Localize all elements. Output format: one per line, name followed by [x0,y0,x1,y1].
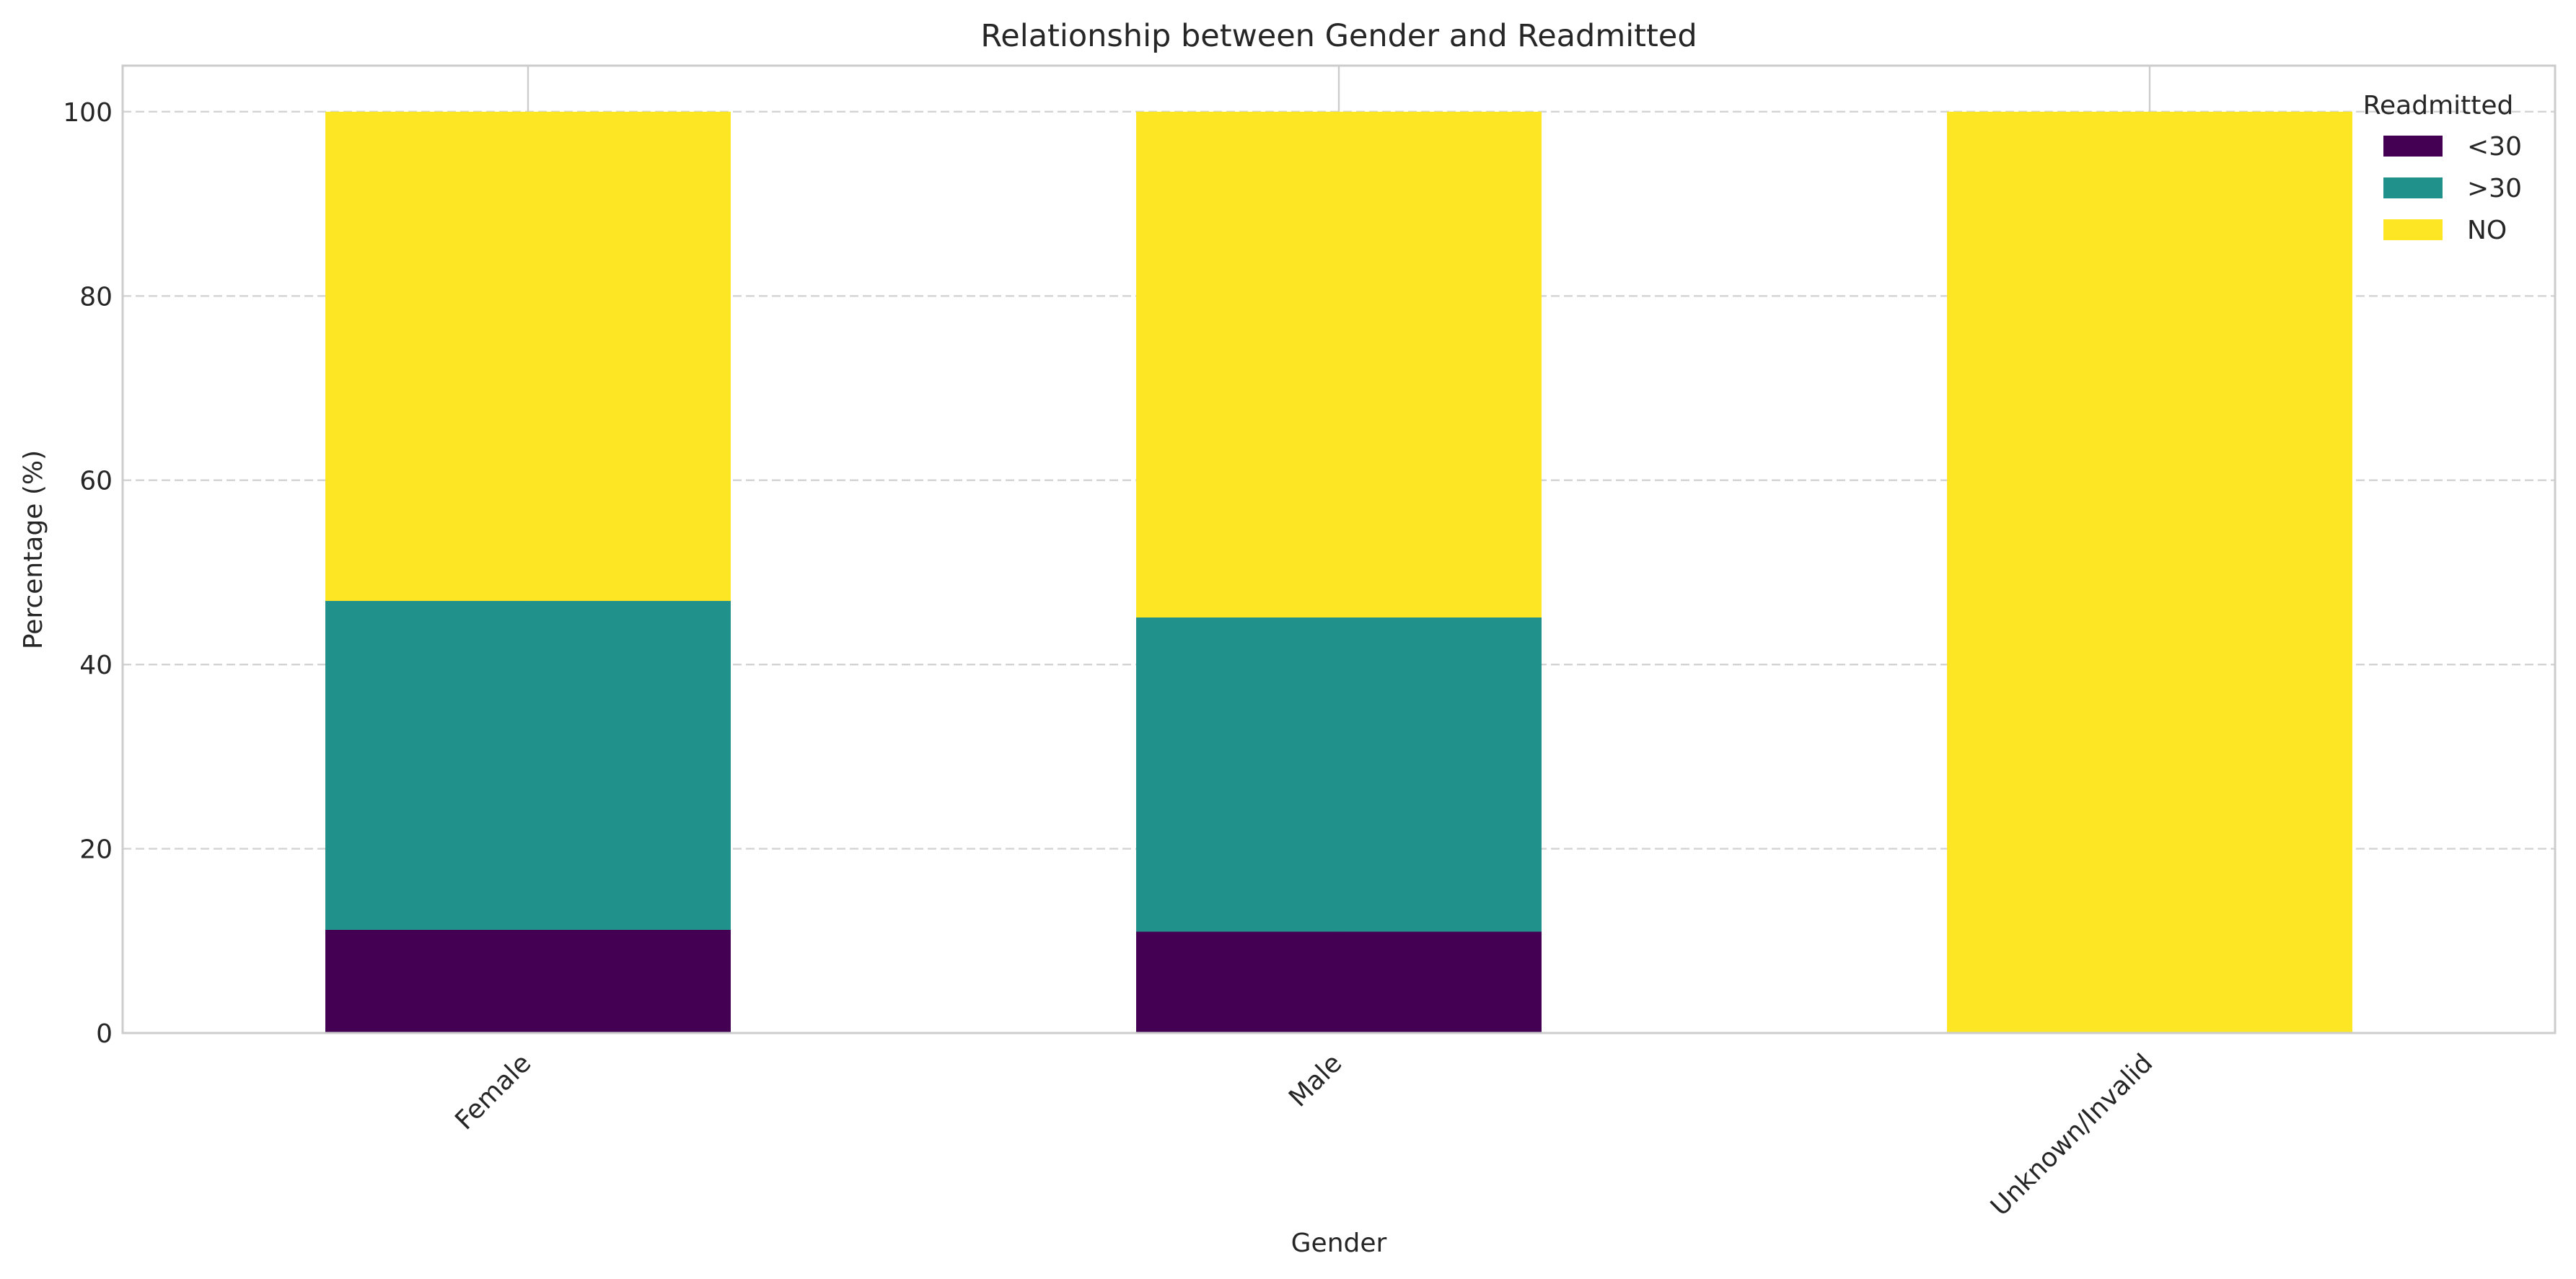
x-axis-ticks: Female Male Unknown/Invalid [449,1048,2158,1221]
bar-segment [1947,111,2352,1033]
legend-title: Readmitted [2363,91,2514,120]
bar-segment [325,929,731,1033]
legend-swatch [2383,136,2443,157]
legend: Readmitted <30 >30 NO [2363,91,2522,245]
y-axis-ticks: 0 20 40 60 80 100 [63,98,113,1049]
y-tick-label: 20 [79,835,113,865]
bar-segment [325,111,731,602]
y-tick-label: 40 [79,651,113,680]
y-tick-label: 60 [79,467,113,496]
bar-segment [1136,111,1542,618]
y-tick-label: 100 [63,98,113,128]
x-tick-label: Male [1283,1048,1348,1112]
legend-swatch [2383,177,2443,198]
y-axis-title: Percentage (%) [19,450,48,649]
legend-label: >30 [2467,174,2522,203]
bar-segment [1136,931,1542,1033]
x-tick-label: Female [449,1048,537,1135]
legend-label: <30 [2467,132,2522,162]
legend-label: NO [2467,216,2507,245]
chart-title: Relationship between Gender and Readmitt… [980,18,1697,54]
bar-segment [1136,617,1542,932]
legend-swatch [2383,219,2443,240]
x-axis-title: Gender [1291,1229,1387,1258]
plot-frame [121,64,2557,1034]
y-tick-label: 80 [79,282,113,312]
x-tick-label: Unknown/Invalid [1985,1048,2158,1221]
bar-segment [325,601,731,930]
bars [325,111,2352,1033]
y-tick-label: 0 [96,1019,113,1049]
